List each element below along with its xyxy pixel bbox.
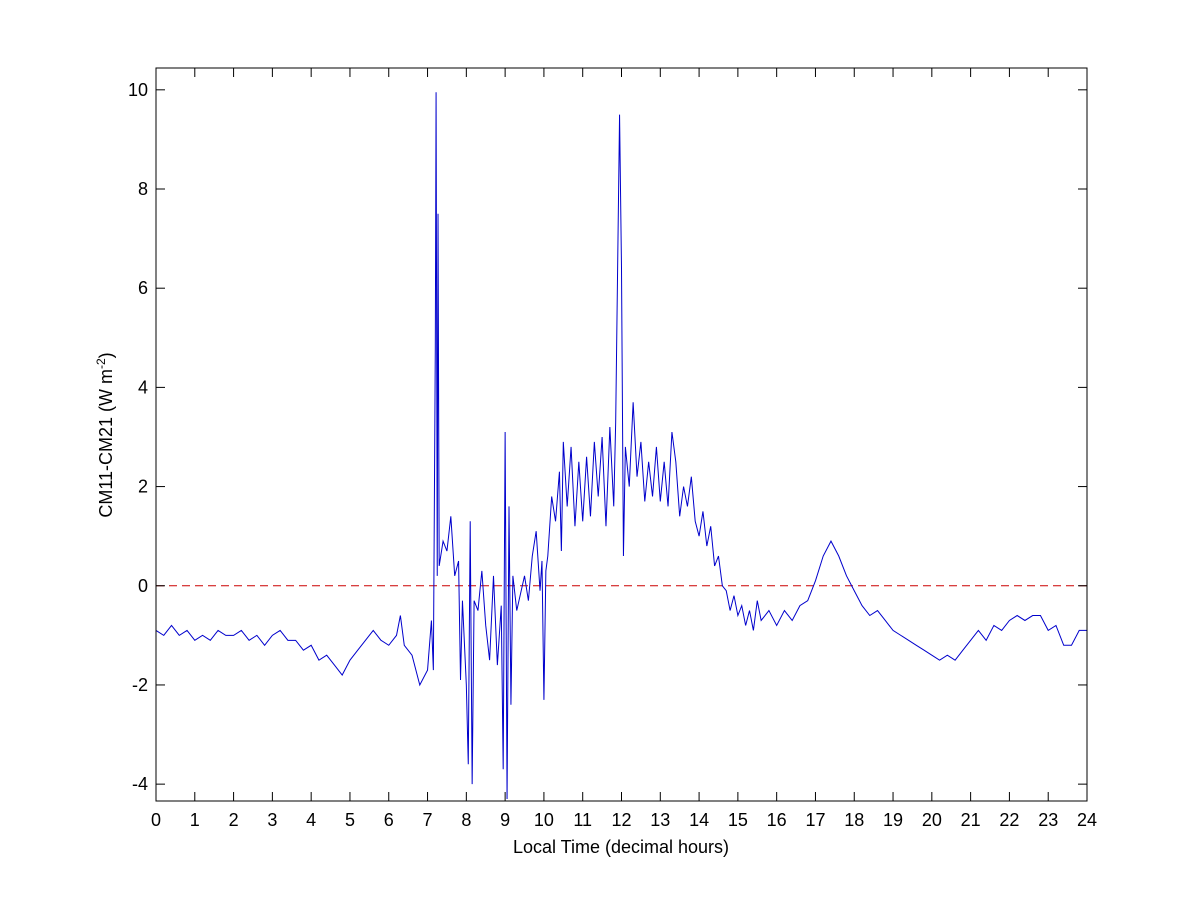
x-tick-label: 2 [229,810,239,830]
x-tick-label: 21 [961,810,981,830]
y-axis-label-end: ) [96,352,116,358]
x-tick-label: 16 [767,810,787,830]
x-tick-label: 22 [999,810,1019,830]
x-tick-label: 12 [611,810,631,830]
x-tick-label: 18 [844,810,864,830]
x-tick-label: 15 [728,810,748,830]
x-tick-label: 3 [267,810,277,830]
y-tick-label: 8 [138,179,148,199]
x-tick-label: 13 [650,810,670,830]
x-tick-label: 5 [345,810,355,830]
x-axis-label: Local Time (decimal hours) [513,837,729,857]
y-tick-label: -4 [132,774,148,794]
x-tick-label: 19 [883,810,903,830]
x-tick-label: 11 [573,810,592,830]
y-tick-label: -2 [132,675,148,695]
y-tick-label: 10 [128,80,148,100]
x-tick-label: 6 [384,810,394,830]
x-tick-label: 17 [805,810,825,830]
data-line [155,92,1087,800]
y-tick-label: 2 [138,477,148,497]
x-tick-label: 14 [689,810,709,830]
x-tick-label: 20 [922,810,942,830]
x-tick-label: 7 [423,810,433,830]
x-tick-label: 24 [1077,810,1097,830]
y-tick-label: 0 [138,576,148,596]
x-tick-label: 8 [461,810,471,830]
y-tick-label: 6 [138,278,148,298]
x-tick-label: 4 [306,810,316,830]
y-axis-label-sup: -2 [94,358,108,369]
x-tick-label: 0 [151,810,161,830]
x-tick-label: 10 [534,810,554,830]
y-tick-label: 4 [138,377,148,397]
x-tick-label: 1 [190,810,200,830]
x-tick-label: 9 [500,810,510,830]
y-axis-label: CM11-CM21 (W m-2) [94,352,116,517]
y-axis-label-main: CM11-CM21 (W m [96,369,116,518]
x-tick-label: 23 [1038,810,1058,830]
